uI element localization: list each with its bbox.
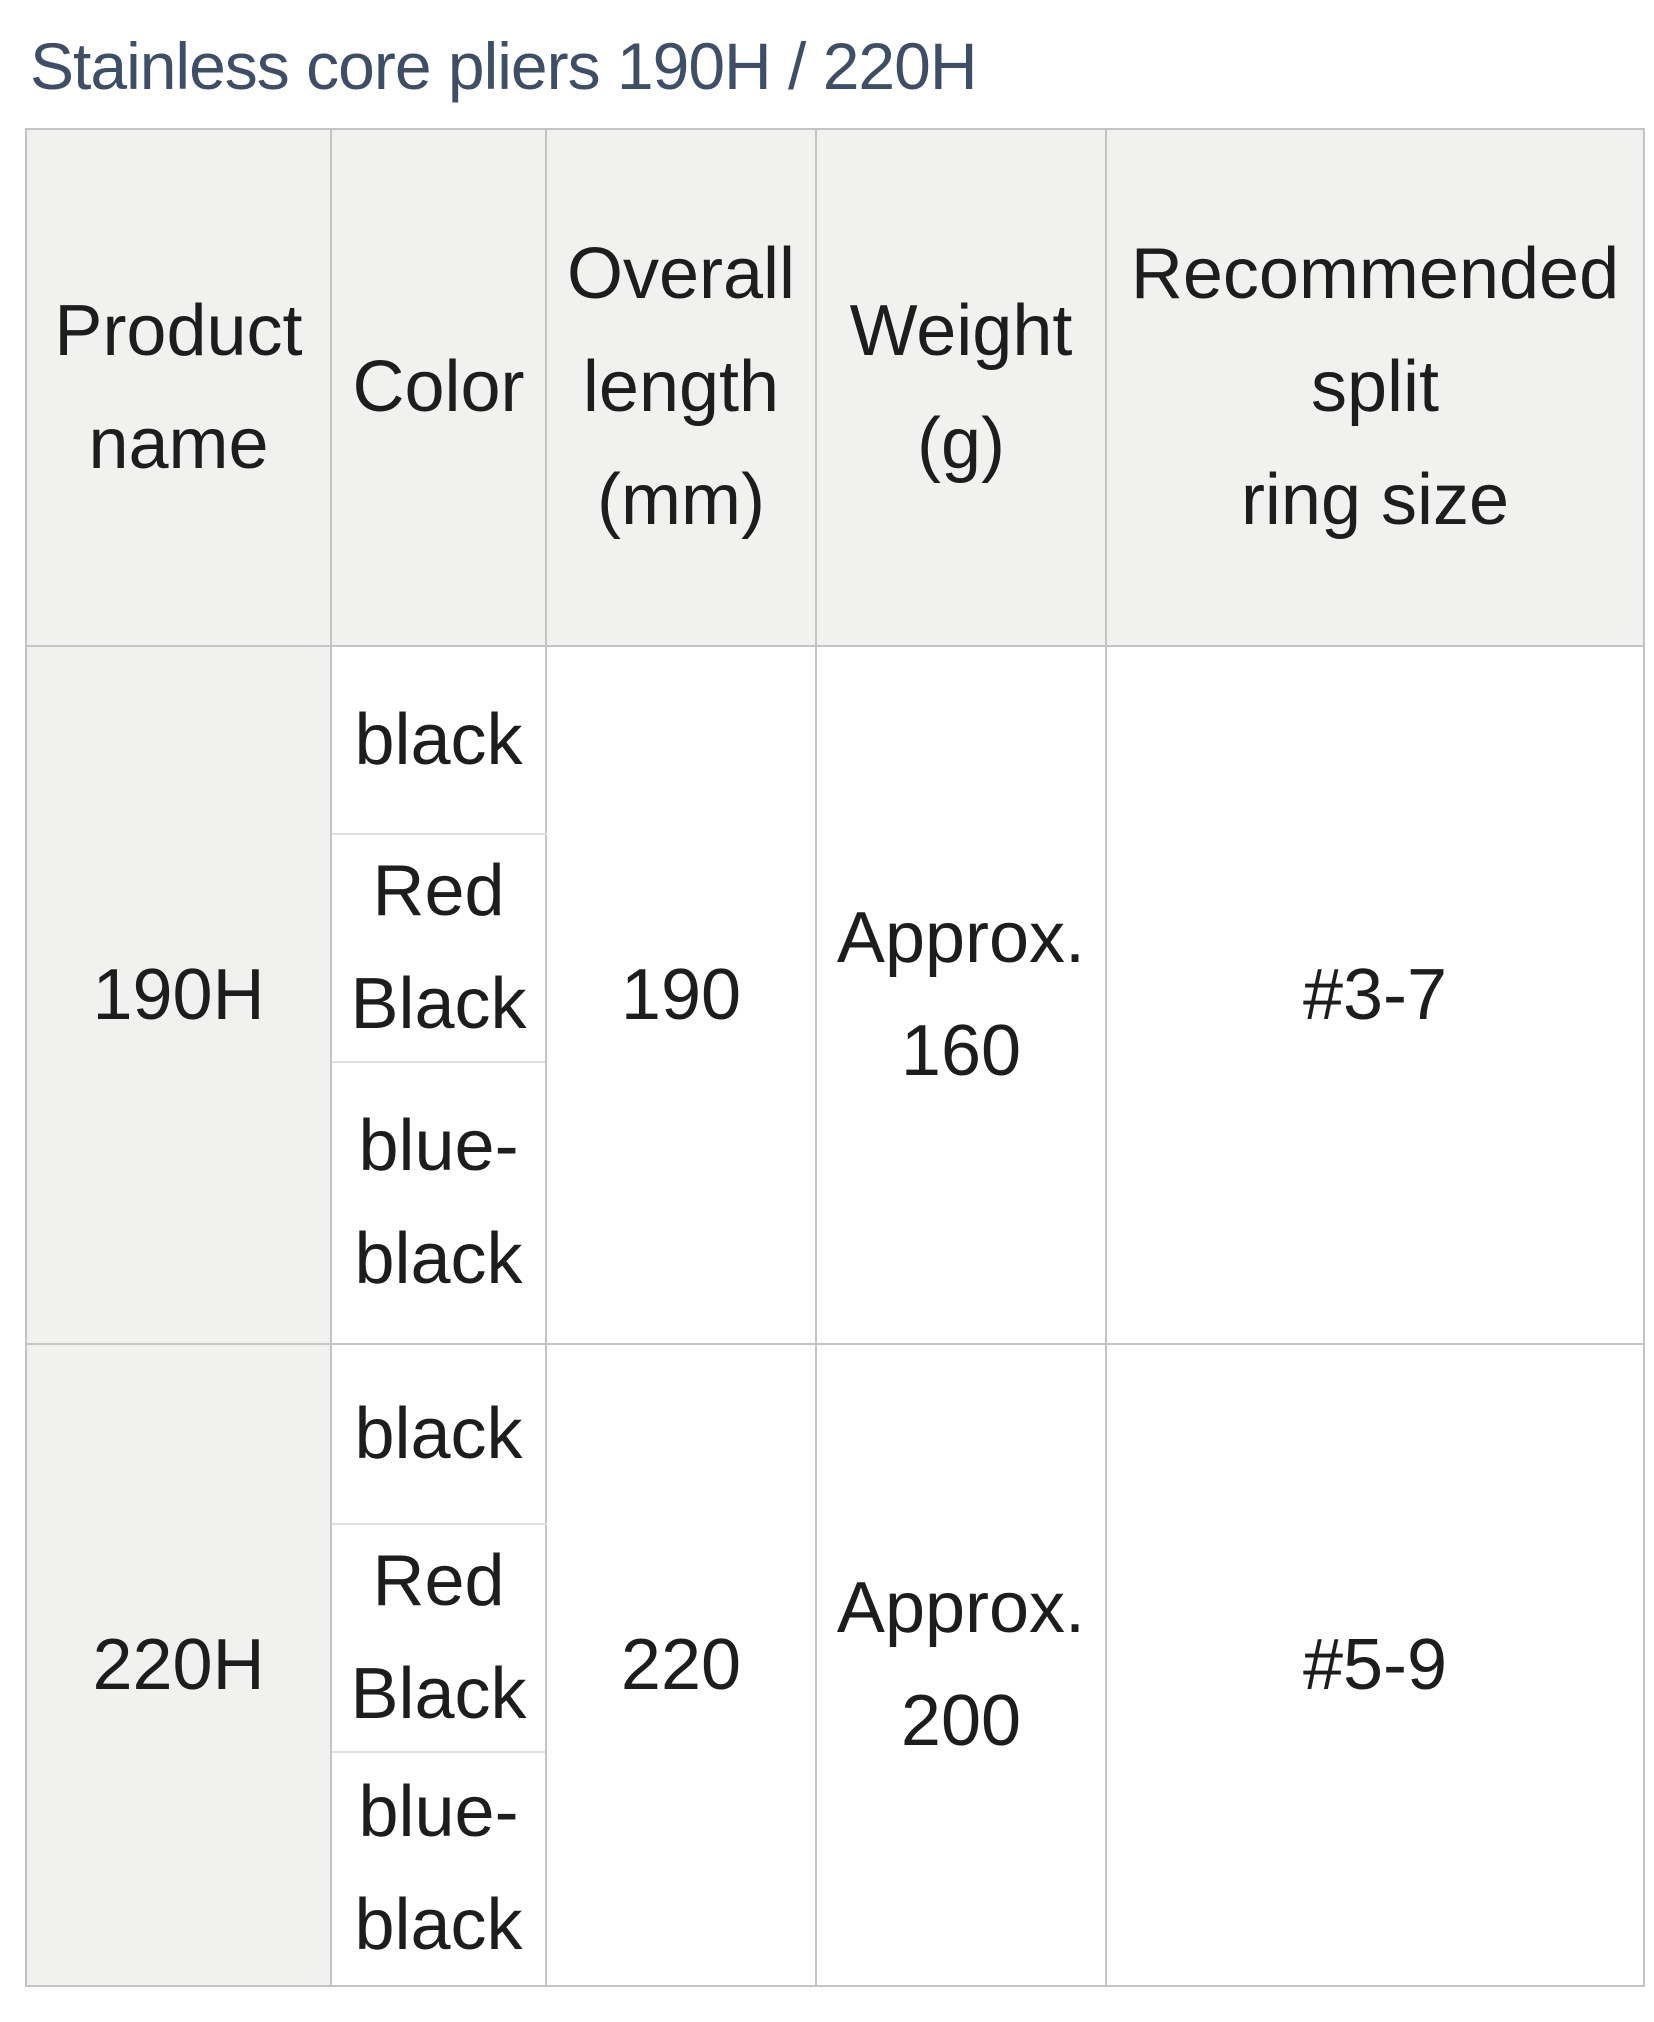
cell-color-220h-black: black (330, 1343, 547, 1525)
table-row: 220H black 220 Approx. 200 #5-9 (25, 1343, 1645, 1987)
table-row: 190H black 190 Approx. 160 #3-7 (25, 645, 1645, 1345)
cell-color-190h-blue-black: blue- black (330, 1061, 547, 1345)
col-header-product-name: Product name (25, 128, 332, 647)
cell-color-190h-red-black: Red Black (330, 833, 547, 1063)
table-row: blue- black (26, 1061, 1644, 1345)
cell-weight-190h: Approx. 160 (815, 645, 1107, 1345)
table-row: Red Black (26, 833, 1644, 1063)
table-row: blue- black (26, 1751, 1644, 1987)
cell-product-name-220h: 220H (25, 1343, 332, 1987)
spec-table-header: Product name Color Overall length (mm) W… (25, 128, 1645, 647)
cell-color-190h-black: black (330, 645, 547, 835)
cell-color-220h-red-black: Red Black (330, 1523, 547, 1753)
col-header-ring-size: Recommended split ring size (1105, 128, 1645, 647)
spec-table-body: 190H black 190 Approx. 160 #3-7 Red Blac… (25, 645, 1645, 1987)
page-title: Stainless core pliers 190H / 220H (30, 29, 978, 103)
col-header-weight: Weight (g) (815, 128, 1107, 647)
table-row: Red Black (26, 1523, 1644, 1753)
cell-weight-220h: Approx. 200 (815, 1343, 1107, 1987)
header-row: Product name Color Overall length (mm) W… (25, 128, 1645, 647)
col-header-overall-length: Overall length (mm) (545, 128, 817, 647)
cell-ring-size-220h: #5-9 (1105, 1343, 1645, 1987)
cell-color-220h-blue-black: blue- black (330, 1751, 547, 1987)
cell-overall-length-220h: 220 (545, 1343, 817, 1987)
cell-overall-length-190h: 190 (545, 645, 817, 1345)
cell-product-name-190h: 190H (25, 645, 332, 1345)
cell-ring-size-190h: #3-7 (1105, 645, 1645, 1345)
col-header-color: Color (330, 128, 547, 647)
product-spec-page: Stainless core pliers 190H / 220H Produc… (0, 22, 1654, 1987)
spec-table: Product name Color Overall length (mm) W… (25, 128, 1645, 1987)
